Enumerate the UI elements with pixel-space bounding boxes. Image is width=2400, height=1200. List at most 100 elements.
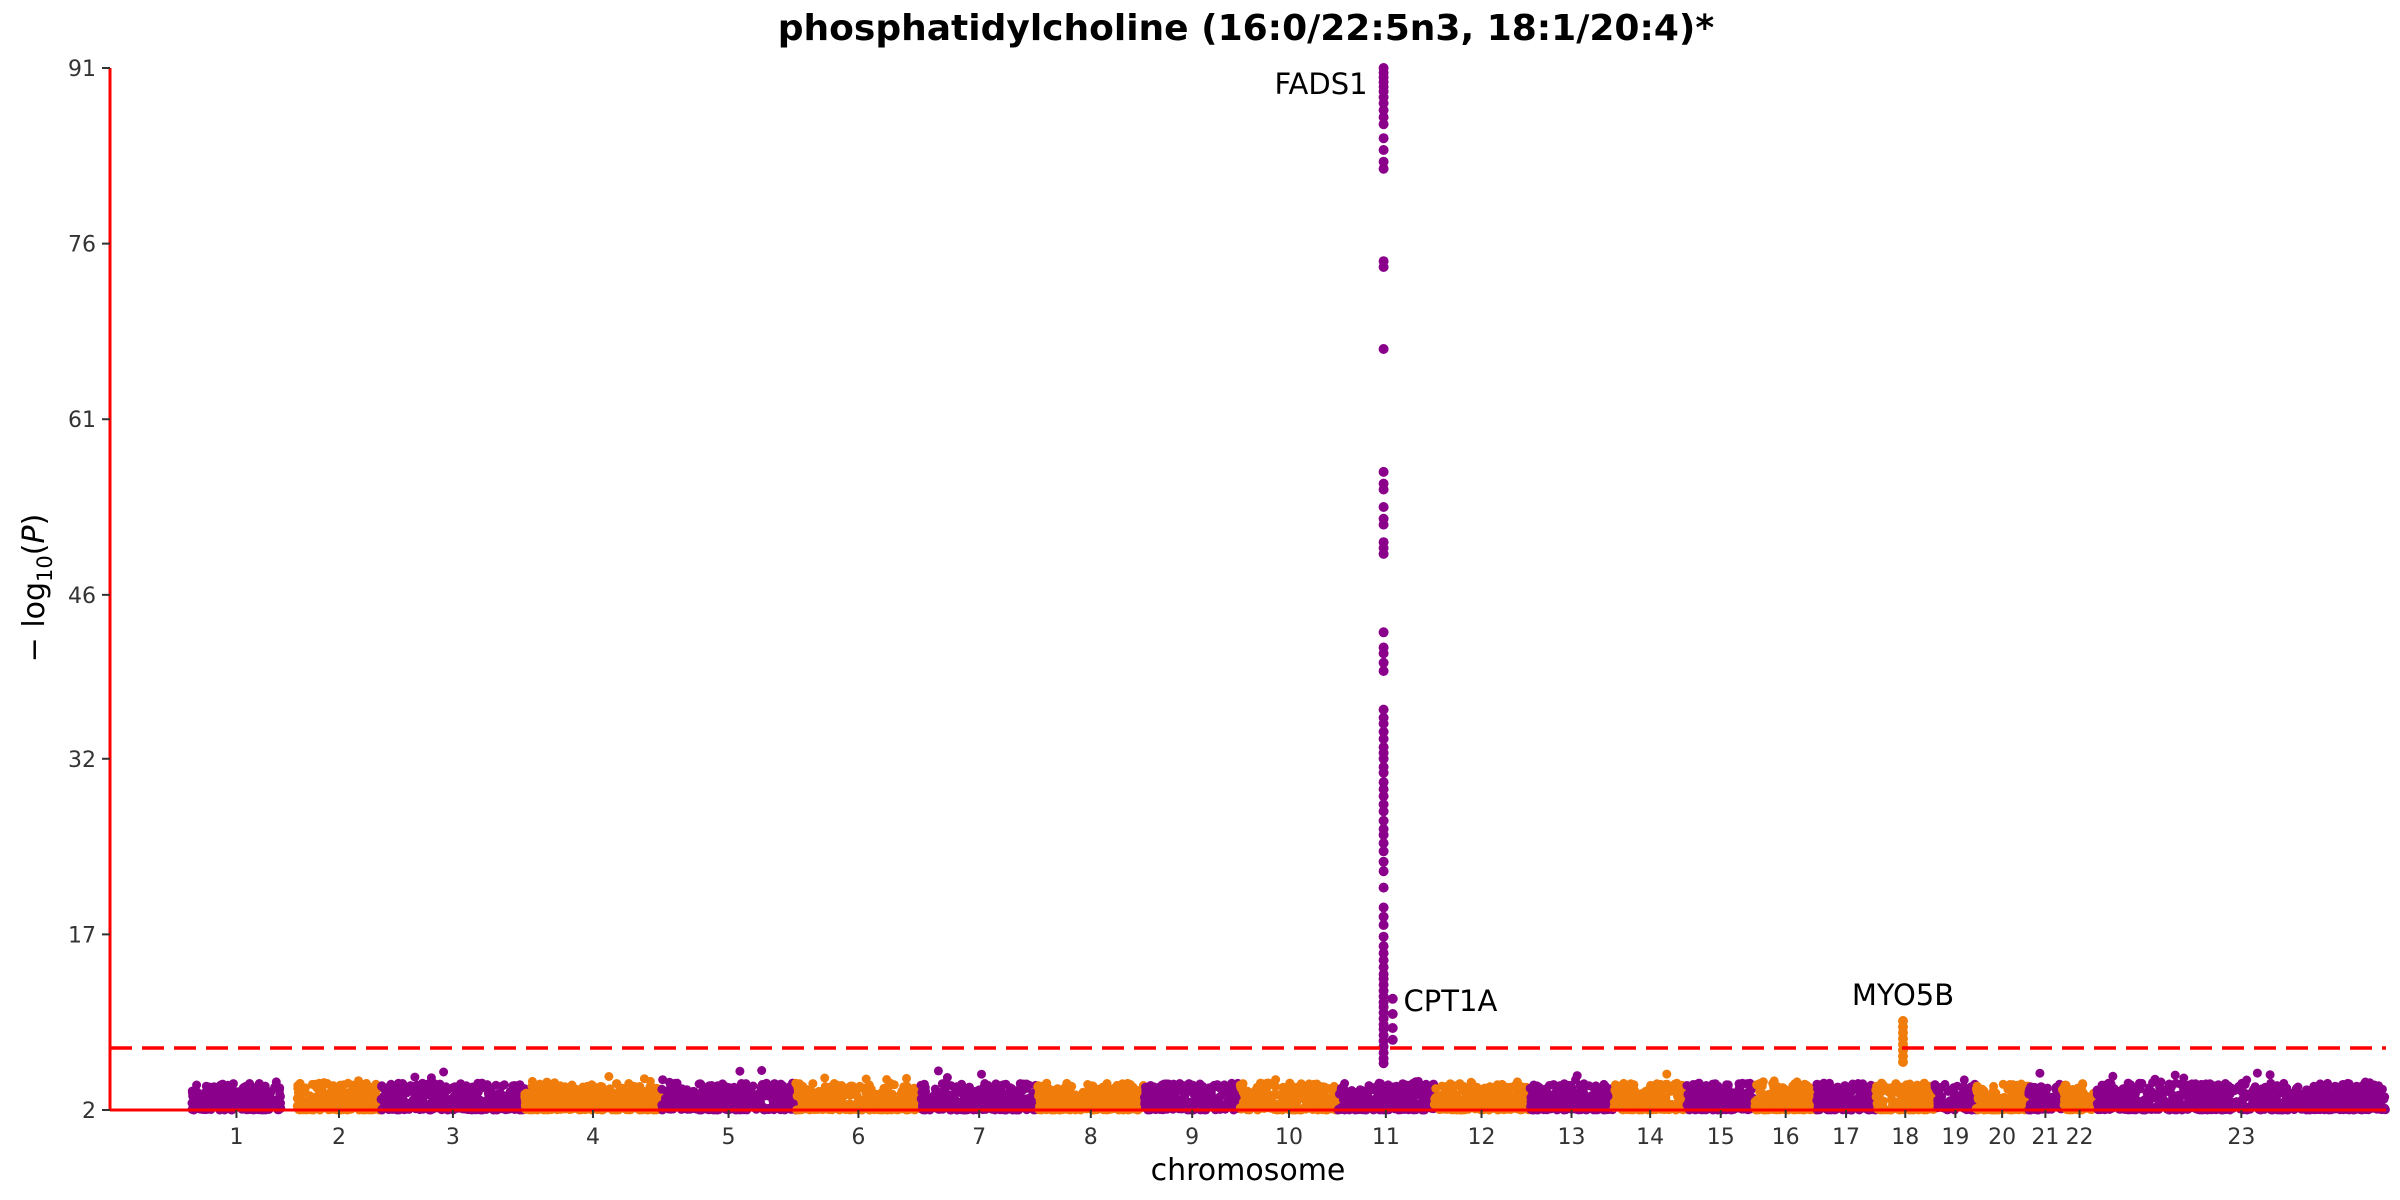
data-point-chr10 bbox=[1245, 1091, 1254, 1101]
data-point-chr7 bbox=[1022, 1094, 1032, 1104]
data-point-chr6 bbox=[861, 1074, 871, 1084]
data-point-chr8 bbox=[1115, 1095, 1125, 1105]
data-point-chr7 bbox=[977, 1069, 986, 1079]
data-point-chr6 bbox=[827, 1082, 836, 1092]
data-point-chr17 bbox=[1825, 1087, 1835, 1097]
data-point-chr7 bbox=[954, 1082, 964, 1091]
data-point-chr10 bbox=[1278, 1095, 1288, 1105]
data-point-chr1 bbox=[264, 1101, 273, 1111]
data-point-chr1 bbox=[205, 1082, 214, 1092]
data-point-chr7 bbox=[930, 1092, 940, 1102]
data-point-chr6 bbox=[850, 1101, 860, 1111]
data-point-chr4 bbox=[551, 1098, 561, 1108]
data-point-chr11 bbox=[1374, 1078, 1384, 1088]
data-point-chr1 bbox=[192, 1080, 202, 1090]
data-point-chr13 bbox=[1576, 1081, 1586, 1091]
data-point-chr5 bbox=[735, 1066, 745, 1076]
data-point-chr21 bbox=[2029, 1083, 2039, 1093]
data-point-chr12 bbox=[1484, 1096, 1493, 1105]
data-point-chr8 bbox=[1126, 1096, 1136, 1106]
data-point-chr8 bbox=[1049, 1086, 1059, 1095]
data-point-chr6 bbox=[882, 1075, 892, 1084]
data-point-chr7 bbox=[1006, 1097, 1016, 1107]
data-point-chr8 bbox=[1107, 1100, 1117, 1110]
data-point-chr4 bbox=[604, 1072, 614, 1081]
data-point-chr4 bbox=[626, 1088, 636, 1098]
data-point-chr10 bbox=[1271, 1075, 1281, 1085]
data-point-chr11 bbox=[1396, 1086, 1405, 1096]
data-point-chr1 bbox=[250, 1098, 260, 1108]
data-point-chr21 bbox=[2035, 1068, 2045, 1078]
data-point-chr11 bbox=[1403, 1080, 1413, 1090]
data-point-chr9 bbox=[1209, 1080, 1219, 1090]
data-point-chr4 bbox=[526, 1097, 536, 1107]
data-point-chr10 bbox=[1269, 1089, 1279, 1099]
data-point-chr18 bbox=[1902, 1088, 1911, 1098]
data-point-chr9 bbox=[1148, 1090, 1158, 1100]
data-point-chr14 bbox=[1673, 1087, 1683, 1097]
data-point-chr4 bbox=[583, 1097, 593, 1107]
data-point-chr6 bbox=[847, 1081, 857, 1091]
data-point-chr4 bbox=[536, 1089, 546, 1099]
data-point-chr8 bbox=[1043, 1101, 1052, 1111]
data-point-chr6 bbox=[802, 1086, 812, 1096]
data-point-chr17 bbox=[1854, 1096, 1864, 1106]
data-point-chr7 bbox=[959, 1097, 968, 1107]
data-point-chr13 bbox=[1532, 1097, 1542, 1107]
data-point-chr7 bbox=[995, 1081, 1005, 1091]
data-point-chr11 bbox=[1335, 1089, 1344, 1099]
data-point-chr5 bbox=[727, 1097, 737, 1107]
data-point-chr19 bbox=[1949, 1083, 1959, 1093]
data-point-chr5 bbox=[662, 1101, 672, 1111]
data-point-chr18 bbox=[1887, 1097, 1897, 1107]
data-point-chr3 bbox=[402, 1088, 412, 1098]
data-point-chr5 bbox=[737, 1079, 746, 1088]
data-point-chr2 bbox=[359, 1081, 369, 1091]
data-point-chr2 bbox=[295, 1078, 305, 1088]
data-point-chr6 bbox=[791, 1078, 801, 1088]
data-point-chr5 bbox=[757, 1066, 767, 1075]
data-point-chr1 bbox=[247, 1082, 257, 1092]
data-point-chr9 bbox=[1154, 1082, 1164, 1092]
data-point-chr12 bbox=[1507, 1097, 1516, 1107]
data-point-chr2 bbox=[325, 1088, 335, 1098]
data-point-chr20 bbox=[2005, 1081, 2015, 1091]
data-point-chr22 bbox=[2065, 1085, 2075, 1094]
data-point-chr2 bbox=[300, 1085, 310, 1095]
data-point-chr5 bbox=[701, 1084, 711, 1094]
data-point-chr2 bbox=[346, 1094, 356, 1104]
data-point-chr10 bbox=[1253, 1099, 1263, 1109]
data-point-chr11 bbox=[1383, 1080, 1393, 1090]
data-point-chr1 bbox=[189, 1088, 199, 1097]
data-point-chr1 bbox=[202, 1092, 211, 1102]
data-point-chr8 bbox=[1057, 1100, 1067, 1109]
data-point-chr3 bbox=[470, 1092, 480, 1102]
data-point-chr13 bbox=[1544, 1081, 1554, 1090]
data-point-chr4 bbox=[542, 1077, 552, 1087]
data-point-chr3 bbox=[491, 1098, 501, 1108]
data-point-chr12 bbox=[1444, 1098, 1453, 1108]
data-point-chr11 bbox=[1359, 1086, 1369, 1096]
data-point-chr18 bbox=[1912, 1082, 1922, 1092]
data-point-chr8 bbox=[1095, 1092, 1105, 1102]
data-point-chr5 bbox=[658, 1075, 668, 1085]
data-point-chr1 bbox=[214, 1081, 224, 1091]
data-point-chr5 bbox=[766, 1092, 776, 1102]
data-point-chr3 bbox=[379, 1084, 389, 1094]
data-point-chr10 bbox=[1302, 1097, 1312, 1107]
data-point-chr15 bbox=[1691, 1099, 1701, 1109]
data-point-chr1 bbox=[188, 1101, 198, 1111]
data-point-chr2 bbox=[355, 1101, 365, 1111]
data-point-chr1 bbox=[229, 1086, 239, 1096]
data-point-chr9 bbox=[1203, 1099, 1213, 1109]
data-point-chr1 bbox=[193, 1094, 203, 1104]
data-point-chr13 bbox=[1528, 1087, 1537, 1097]
data-point-chr19 bbox=[1937, 1099, 1947, 1109]
data-point-chr11 bbox=[1380, 1095, 1390, 1105]
data-point-chr6 bbox=[820, 1073, 830, 1083]
data-point-chr18 bbox=[1873, 1090, 1882, 1100]
data-point-chr5 bbox=[670, 1078, 680, 1088]
data-point-chr7 bbox=[979, 1090, 989, 1099]
data-point-chr9 bbox=[1140, 1097, 1150, 1107]
